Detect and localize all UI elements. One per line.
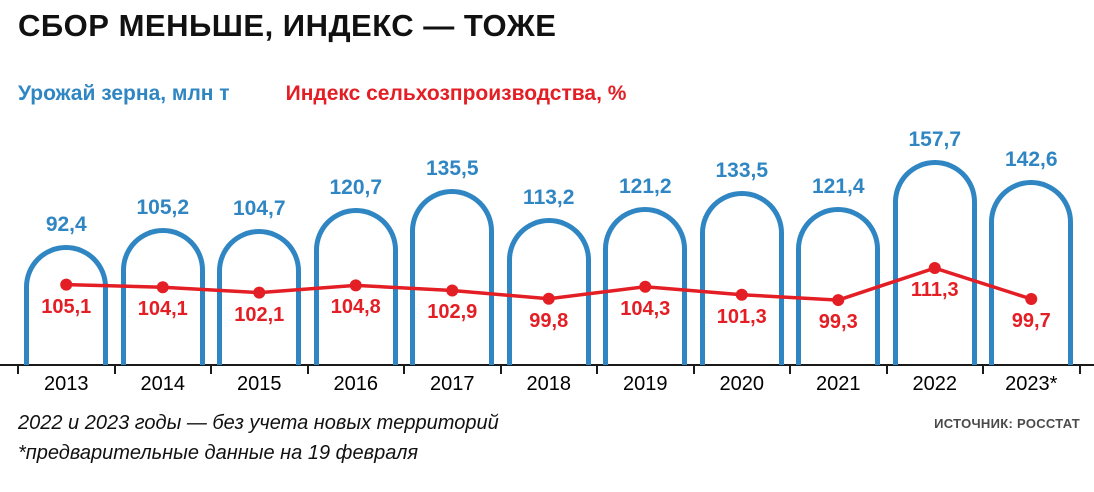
index-value-label: 104,8 [330, 296, 381, 319]
year-label: 2014 [140, 373, 186, 395]
x-axis-line [0, 364, 1094, 366]
year-label: 2018 [526, 373, 572, 395]
footnotes: 2022 и 2023 годы — без учета новых терри… [18, 408, 499, 468]
index-value-label: 99,8 [529, 309, 569, 332]
index-value-label: 105,1 [41, 295, 92, 318]
axis-tick [210, 366, 212, 374]
index-value-label: 99,3 [818, 311, 858, 334]
year-label: 2023* [1005, 373, 1058, 395]
index-dot-2019 [639, 280, 652, 293]
legend-index-label: Индекс сельхозпроизводства, % [285, 82, 627, 105]
year-label: 2013 [44, 373, 89, 395]
year-label: 2019 [623, 373, 668, 395]
harvest-value-label: 121,4 [811, 175, 865, 198]
legend-harvest-label: Урожай зерна, млн т [18, 82, 230, 105]
harvest-value-label: 135,5 [425, 157, 479, 180]
bar-2015 [217, 229, 302, 365]
harvest-value-label: 133,5 [715, 159, 769, 182]
index-dot-2022 [928, 262, 941, 275]
index-dot-2018 [542, 292, 555, 305]
chart-area: 92,4 2013 105,1 105,2 2014 104,1 104,7 2015 102,… [0, 118, 1094, 400]
bar-2022 [892, 160, 977, 365]
legend: Урожай зерна, млн т Индекс сельхозпроизв… [18, 82, 626, 106]
index-dot-2013 [60, 278, 73, 291]
harvest-value-label: 92,4 [45, 213, 87, 236]
year-label: 2020 [719, 373, 765, 395]
index-value-label: 102,1 [234, 303, 285, 326]
harvest-value-label: 104,7 [232, 197, 286, 220]
year-label: 2015 [237, 373, 282, 395]
index-value-label: 101,3 [716, 305, 767, 328]
source-label: ИСТОЧНИК: РОССТАТ [934, 416, 1080, 431]
page-title: СБОР МЕНЬШЕ, ИНДЕКС — ТОЖЕ [18, 8, 557, 43]
axis-tick [499, 366, 502, 374]
footnote-line-1: 2022 и 2023 годы — без учета новых терри… [18, 412, 499, 434]
harvest-value-label: 157,7 [908, 128, 962, 151]
axis-tick [113, 366, 116, 374]
bar-2013 [24, 245, 109, 365]
axis-tick [692, 366, 695, 374]
index-value-label: 111,3 [910, 279, 959, 302]
year-label: 2021 [816, 373, 861, 395]
index-dot-2017 [446, 284, 459, 297]
index-value-label: 102,9 [427, 301, 478, 324]
bar-2018 [506, 218, 591, 365]
index-dot-2020 [735, 288, 748, 301]
bar-2014 [120, 228, 205, 365]
index-dot-2021 [832, 294, 845, 307]
year-label: 2016 [333, 373, 379, 395]
axis-tick [17, 366, 19, 374]
index-dot-2014 [156, 281, 169, 294]
bar-2023 [989, 180, 1074, 365]
bar-2019 [603, 207, 688, 365]
harvest-value-label: 142,6 [1004, 148, 1058, 171]
bar-2017 [410, 189, 495, 365]
axis-tick [596, 366, 598, 374]
axis-tick [1078, 366, 1081, 374]
index-value-label: 104,1 [137, 298, 188, 321]
bar-2020 [699, 191, 784, 365]
axis-tick [403, 366, 405, 374]
footnote-line-2: *предварительные данные на 19 февраля [18, 442, 419, 464]
footer: 2022 и 2023 годы — без учета новых терри… [18, 408, 1080, 468]
axis-tick [982, 366, 984, 374]
year-label: 2022 [912, 373, 958, 395]
index-dot-2015 [253, 286, 266, 299]
harvest-value-label: 105,2 [136, 196, 190, 219]
axis-tick [789, 366, 791, 374]
index-value-label: 99,7 [1011, 310, 1051, 332]
index-line-layer [60, 262, 1038, 307]
axis-tick [306, 366, 309, 374]
harvest-value-label: 120,7 [329, 176, 383, 199]
harvest-value-label: 121,2 [618, 175, 672, 198]
index-value-label: 104,3 [620, 297, 671, 320]
index-dot-2023 [1025, 293, 1038, 306]
year-label: 2017 [430, 373, 475, 395]
axis-tick [885, 366, 888, 374]
harvest-value-label: 113,2 [523, 186, 575, 209]
index-dot-2016 [349, 279, 362, 292]
